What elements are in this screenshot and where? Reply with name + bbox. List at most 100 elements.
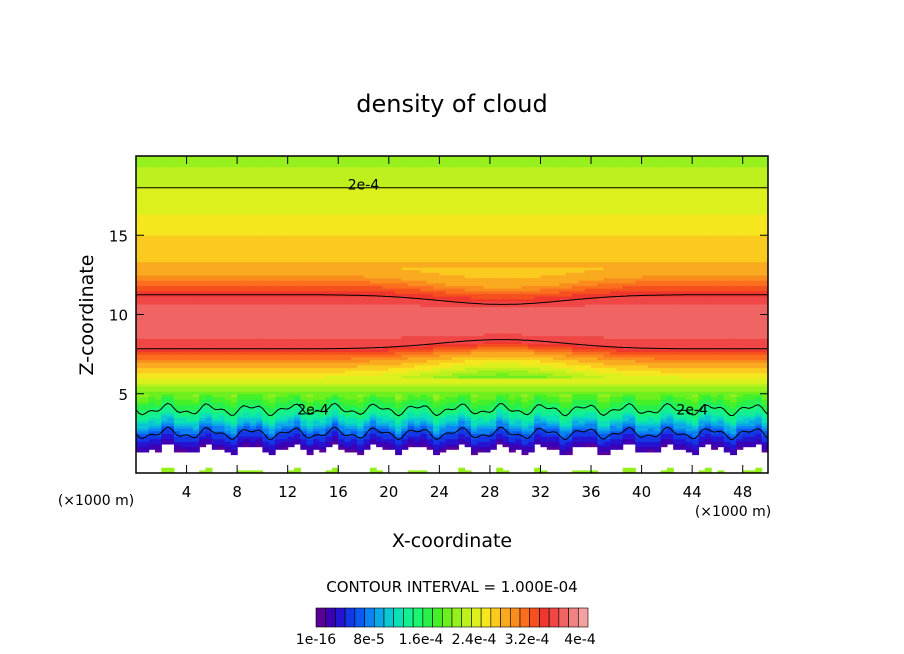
- contour-cell: [312, 369, 320, 374]
- contour-cell: [161, 264, 169, 268]
- contour-cell: [186, 385, 194, 390]
- contour-cell: [154, 166, 162, 170]
- contour-cell: [167, 325, 175, 329]
- contour-cell: [294, 364, 301, 368]
- contour-cell: [167, 163, 175, 168]
- contour-cell: [294, 351, 301, 355]
- contour-cell: [224, 222, 232, 226]
- contour-cell: [205, 277, 213, 281]
- contour-cell: [275, 335, 282, 339]
- contour-cell: [262, 174, 270, 178]
- contour-cell: [192, 362, 200, 366]
- contour-cell: [281, 264, 289, 268]
- contour-cell: [306, 256, 314, 260]
- contour-cell: [186, 404, 194, 408]
- contour-cell: [237, 343, 245, 347]
- contour-cell: [167, 229, 175, 234]
- contour-cell: [306, 343, 314, 347]
- contour-cell: [300, 422, 308, 427]
- contour-cell: [180, 314, 188, 318]
- contour-cell: [237, 251, 245, 255]
- contour-cell: [281, 285, 289, 289]
- contour-cell: [211, 388, 219, 392]
- contour-cell: [268, 190, 276, 194]
- contour-cell: [211, 414, 219, 419]
- contour-cell: [230, 317, 238, 321]
- contour-cell: [249, 322, 257, 326]
- contour-cell: [306, 433, 314, 437]
- contour-cell: [180, 156, 188, 160]
- contour-cell: [312, 206, 320, 210]
- contour-cell: [281, 174, 289, 178]
- contour-cell: [161, 243, 169, 247]
- contour-cell: [287, 163, 295, 168]
- contour-cell: [300, 229, 308, 234]
- contour-cell: [306, 335, 314, 339]
- contour-cell: [161, 251, 169, 255]
- contour-cell: [256, 280, 263, 284]
- contour-cell: [154, 169, 162, 173]
- contour-cell: [211, 256, 219, 260]
- contour-cell: [167, 169, 175, 173]
- contour-cell: [205, 377, 213, 382]
- contour-cell: [173, 206, 181, 210]
- contour-cell: [180, 261, 188, 265]
- contour-cell: [230, 161, 238, 165]
- contour-cell: [281, 385, 289, 390]
- contour-cell: [249, 428, 257, 432]
- contour-cell: [136, 420, 143, 424]
- contour-cell: [218, 208, 226, 213]
- contour-cell: [211, 314, 219, 318]
- contour-cell: [306, 179, 314, 184]
- contour-cell: [237, 216, 245, 220]
- contour-cell: [237, 203, 245, 207]
- contour-cell: [148, 367, 156, 371]
- contour-cell: [161, 362, 169, 366]
- contour-cell: [275, 409, 282, 413]
- contour-cell: [161, 227, 169, 231]
- contour-cell: [256, 185, 263, 189]
- contour-cell: [306, 332, 314, 337]
- contour-cell: [262, 354, 270, 358]
- contour-cell: [136, 190, 143, 194]
- contour-cell: [262, 195, 270, 199]
- contour-cell: [256, 161, 263, 165]
- contour-cell: [262, 301, 270, 305]
- contour-cell: [148, 428, 156, 432]
- contour-cell: [249, 272, 257, 276]
- contour-cell: [230, 280, 238, 284]
- contour-cell: [230, 163, 238, 168]
- contour-cell: [275, 433, 282, 437]
- contour-cell: [243, 253, 251, 257]
- contour-cell: [167, 428, 175, 432]
- contour-cell: [300, 309, 308, 313]
- contour-cell: [161, 359, 169, 363]
- contour-cell: [173, 169, 181, 173]
- contour-cell: [218, 198, 226, 202]
- contour-cell: [268, 237, 276, 242]
- contour-cell: [249, 174, 257, 178]
- contour-cell: [192, 296, 200, 300]
- contour-cell: [230, 214, 238, 218]
- contour-cell: [218, 438, 226, 442]
- contour-cell: [218, 187, 226, 191]
- contour-cell: [312, 377, 320, 382]
- contour-cell: [199, 206, 207, 210]
- contour-cell: [256, 346, 263, 350]
- contour-cell: [230, 420, 238, 424]
- contour-cell: [224, 177, 232, 181]
- contour-cell: [142, 192, 150, 197]
- contour-cell: [205, 369, 213, 374]
- contour-cell: [167, 208, 175, 213]
- contour-cell: [142, 436, 150, 440]
- contour-cell: [249, 248, 257, 252]
- contour-cell: [312, 216, 320, 220]
- contour-cell: [211, 443, 219, 448]
- contour-cell: [142, 169, 150, 173]
- contour-cell: [256, 356, 263, 361]
- contour-cell: [161, 282, 169, 287]
- contour-cell: [230, 362, 238, 366]
- contour-cell: [287, 264, 295, 268]
- contour-cell: [186, 430, 194, 434]
- contour-cell: [294, 420, 301, 424]
